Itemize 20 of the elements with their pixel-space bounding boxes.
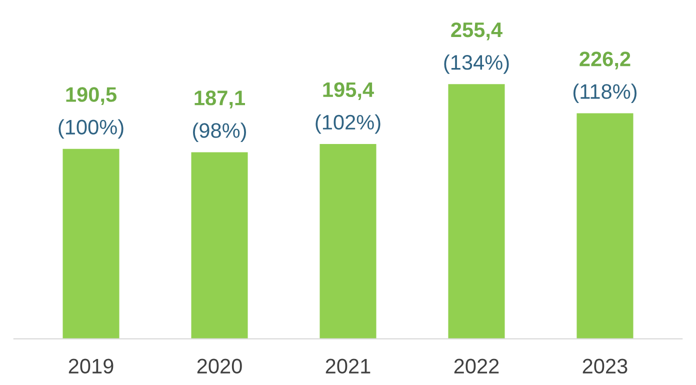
annotation: (102%) <box>316 114 380 134</box>
bar <box>62 148 120 339</box>
x-tick-label: 2021 <box>326 358 370 374</box>
x-tick-label: 2020 <box>197 358 242 374</box>
annotation: (100%) <box>58 119 124 139</box>
data-label: 255,4 <box>451 22 502 40</box>
x-tick-label: 2019 <box>68 358 114 374</box>
data-label: 190,5 <box>66 87 117 105</box>
annotation: (118%) <box>573 84 637 104</box>
x-tick-label: 2023 <box>582 358 628 374</box>
data-label: 187,1 <box>194 90 245 108</box>
data-label: 226,2 <box>580 52 630 70</box>
bar <box>576 113 634 339</box>
x-tick-label: 2022 <box>454 358 499 374</box>
bar <box>191 152 248 339</box>
annotation: (134%) <box>444 54 509 74</box>
annotation: (98%) <box>193 122 246 142</box>
bar <box>320 144 376 339</box>
bar <box>448 84 505 339</box>
data-label: 195,4 <box>323 82 374 100</box>
